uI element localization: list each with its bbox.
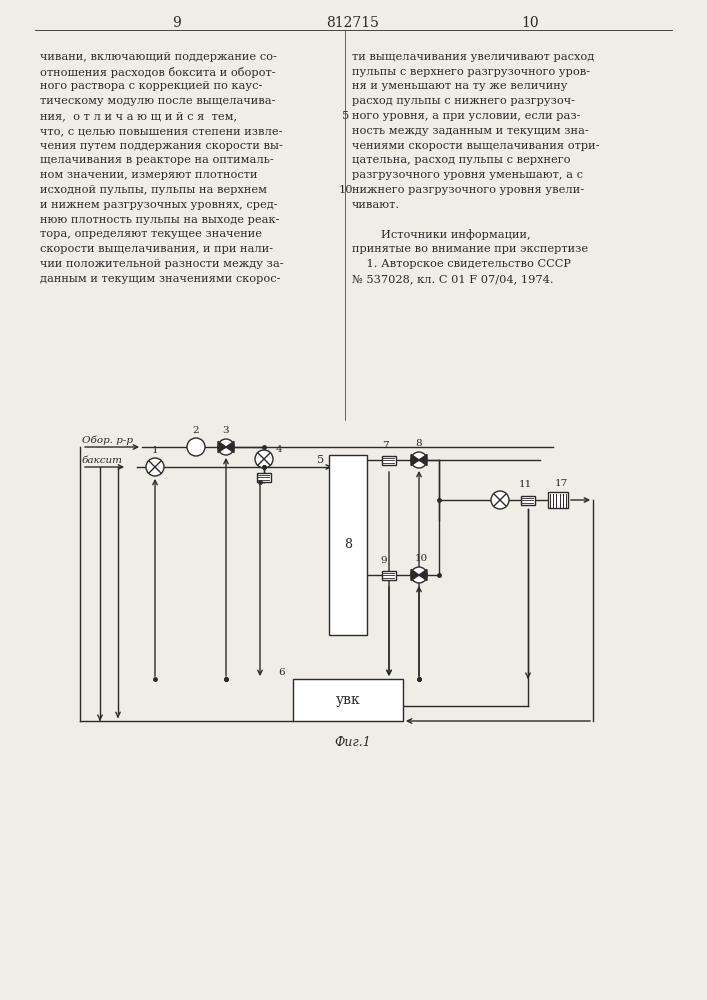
Bar [382,456,396,464]
Bar [548,492,568,508]
Text: 8: 8 [344,538,352,552]
Text: ния,  о т л и ч а ю щ и й с я  тем,: ния, о т л и ч а ю щ и й с я тем, [40,111,237,121]
Text: нижнего разгрузочного уровня увели-: нижнего разгрузочного уровня увели- [352,185,584,195]
Text: ти выщелачивания увеличивают расход: ти выщелачивания увеличивают расход [352,52,595,62]
Text: Фиг.1: Фиг.1 [334,736,371,748]
Polygon shape [411,454,419,466]
Bar [382,570,396,580]
Text: ном значении, измеряют плотности: ном значении, измеряют плотности [40,170,257,180]
Text: пульпы с верхнего разгрузочного уров-: пульпы с верхнего разгрузочного уров- [352,67,590,77]
Text: 11: 11 [518,480,532,489]
Polygon shape [411,569,419,581]
Text: 10: 10 [521,16,539,30]
Text: расход пульпы с нижнего разгрузоч-: расход пульпы с нижнего разгрузоч- [352,96,575,106]
Circle shape [411,452,427,468]
Text: чениями скорости выщелачивания отри-: чениями скорости выщелачивания отри- [352,141,600,151]
Circle shape [255,450,273,468]
Text: 4: 4 [276,445,283,454]
Bar [293,679,403,721]
Text: и нижнем разгрузочных уровнях, сред-: и нижнем разгрузочных уровнях, сред- [40,200,278,210]
Text: 6: 6 [279,668,285,677]
Text: 2: 2 [193,426,199,435]
Text: ня и уменьшают на ту же величину: ня и уменьшают на ту же величину [352,81,568,91]
Text: увк: увк [336,693,361,707]
Circle shape [218,439,234,455]
Polygon shape [419,454,427,466]
Text: 9: 9 [173,16,182,30]
Text: 10: 10 [339,185,354,195]
Text: 5: 5 [317,455,324,465]
Bar [257,473,271,482]
Bar [521,495,535,504]
Circle shape [146,458,164,476]
Text: что, с целью повышения степени извле-: что, с целью повышения степени извле- [40,126,283,136]
Text: чивают.: чивают. [352,200,400,210]
Text: отношения расходов боксита и оборот-: отношения расходов боксита и оборот- [40,67,276,78]
Text: 5: 5 [342,111,350,121]
Circle shape [187,438,205,456]
Text: чивани, включающий поддержание со-: чивани, включающий поддержание со- [40,52,277,62]
Polygon shape [218,441,226,453]
Text: 3: 3 [223,426,229,435]
Text: чения путем поддержания скорости вы-: чения путем поддержания скорости вы- [40,141,283,151]
Text: Обор. р-р: Обор. р-р [82,436,133,445]
Text: исходной пульпы, пульпы на верхнем: исходной пульпы, пульпы на верхнем [40,185,267,195]
Polygon shape [226,441,234,453]
Polygon shape [419,569,427,581]
Circle shape [411,567,427,583]
Bar [329,455,367,635]
Text: принятые во внимание при экспертизе: принятые во внимание при экспертизе [352,244,588,254]
Circle shape [491,491,509,509]
Text: чии положительной разности между за-: чии положительной разности между за- [40,259,284,269]
Text: цательна, расход пульпы с верхнего: цательна, расход пульпы с верхнего [352,155,571,165]
Text: 8: 8 [416,439,422,448]
Text: 9: 9 [380,556,387,565]
Text: тора, определяют текущее значение: тора, определяют текущее значение [40,229,262,239]
Text: ного раствора с коррекцией по каус-: ного раствора с коррекцией по каус- [40,81,262,91]
Text: ность между заданным и текущим зна-: ность между заданным и текущим зна- [352,126,589,136]
Text: 17: 17 [554,479,568,488]
Text: щелачивания в реакторе на оптималь-: щелачивания в реакторе на оптималь- [40,155,274,165]
Text: 1. Авторское свидетельство СССР: 1. Авторское свидетельство СССР [352,259,571,269]
Text: № 537028, кл. С 01 F 07/04, 1974.: № 537028, кл. С 01 F 07/04, 1974. [352,274,554,284]
Text: 10: 10 [414,554,428,563]
Text: данным и текущим значениями скорос-: данным и текущим значениями скорос- [40,274,281,284]
Text: 1: 1 [152,446,158,455]
Text: Источники информации,: Источники информации, [352,229,531,240]
Text: тическому модулю после выщелачива-: тическому модулю после выщелачива- [40,96,276,106]
Text: скорости выщелачивания, и при нали-: скорости выщелачивания, и при нали- [40,244,273,254]
Text: ного уровня, а при условии, если раз-: ного уровня, а при условии, если раз- [352,111,580,121]
Text: баксит: баксит [82,456,123,465]
Text: 812715: 812715 [327,16,380,30]
Text: нюю плотность пульпы на выходе реак-: нюю плотность пульпы на выходе реак- [40,215,279,225]
Text: разгрузочного уровня уменьшают, а с: разгрузочного уровня уменьшают, а с [352,170,583,180]
Text: 7: 7 [382,441,388,450]
